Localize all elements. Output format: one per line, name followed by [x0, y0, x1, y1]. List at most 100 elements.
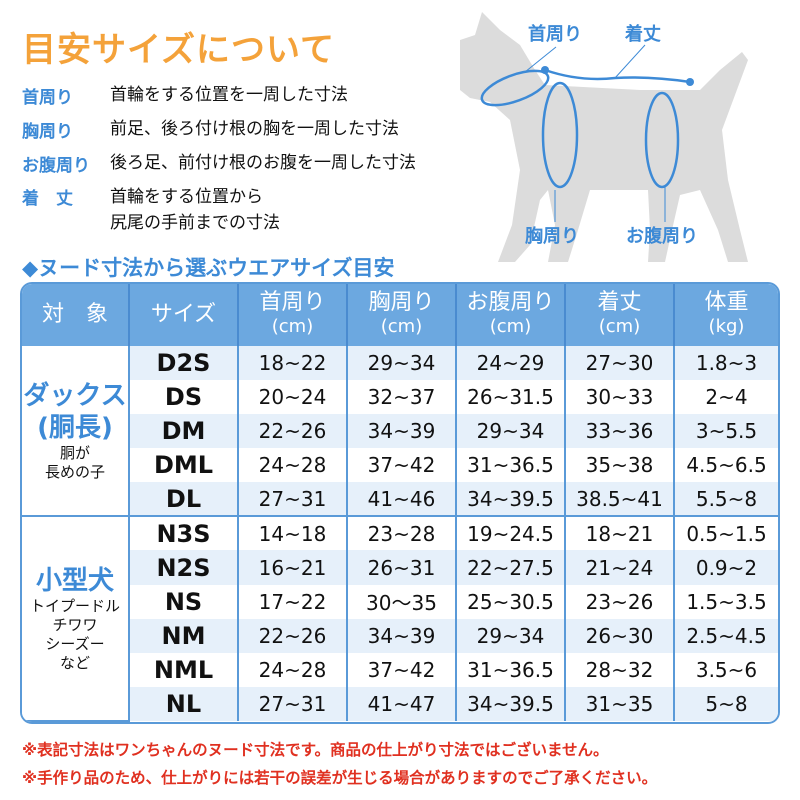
value-cell: 0.9~2 [674, 550, 778, 585]
value-cell: 34~39.5 [456, 482, 566, 517]
value-cell: 31~35 [565, 686, 675, 721]
value-cell: 26~31 [347, 550, 457, 585]
value-cell: 21~24 [565, 550, 675, 585]
column-header: 首周り (cm) [238, 284, 348, 346]
size-cell: DS [129, 380, 239, 415]
column-header: 対 象 [22, 284, 130, 346]
value-cell: 24~28 [238, 448, 348, 483]
size-cell: NM [129, 618, 239, 653]
value-cell: 20~24 [238, 380, 348, 415]
value-cell: 32~37 [347, 380, 457, 415]
column-header: 胸周り (cm) [347, 284, 457, 346]
value-cell: 26~31.5 [456, 380, 566, 415]
size-cell: NL [129, 686, 239, 721]
value-cell: 22~26 [238, 414, 348, 449]
size-cell: DML [129, 448, 239, 483]
table-row: ダックス (胴長) 胴が 長めの子 D2S 18~22 29~34 24~29 27~30 1.8… [22, 346, 778, 518]
table-subtitle: ◆ヌード寸法から選ぶウエアサイズ目安 [22, 256, 395, 280]
table-row: N2S 16~21 26~31 22~27.5 21~24 0.9~2 [22, 550, 778, 585]
value-cell: 30〜35 [347, 584, 457, 619]
value-cell: 37~42 [347, 448, 457, 483]
table-row: NM 22~26 34~39 29~34 26~30 2.5~4.5 [22, 618, 778, 653]
table-row: NS 17~22 30〜35 25~30.5 23~26 1.5~3.5 [22, 584, 778, 619]
table-row: DL 27~31 41~46 34~39.5 38.5~41 5.5~8 [22, 482, 778, 517]
value-cell: 0.5~1.5 [674, 515, 778, 551]
value-cell: 22~26 [238, 618, 348, 653]
value-cell: 31~36.5 [456, 652, 566, 687]
value-cell: 25~30.5 [456, 584, 566, 619]
definition-chest: 胸周り 前足、後ろ付け根の胸を一周した寸法 [22, 119, 399, 142]
value-cell: 27~30 [565, 346, 675, 381]
value-cell: 3.5~6 [695, 657, 758, 682]
chest-loop [541, 81, 579, 189]
column-header: お腹周り (cm) [456, 284, 566, 346]
label-neck: 首周り [528, 23, 582, 45]
value-cell: 34~39.5 [456, 686, 566, 721]
note-1: ※表記寸法はワンちゃんのヌード寸法です。商品の仕上がり寸法ではございません。 [22, 741, 609, 759]
value-cell: 24~29 [456, 346, 566, 381]
value-cell: 41~47 [347, 686, 457, 721]
table-row: DM 22~26 34~39 29~34 33~36 3~5.5 [22, 414, 778, 449]
value-cell: 29~34 [456, 618, 566, 653]
value-cell: 34~39 [347, 618, 457, 653]
note-2: ※手作り品のため、仕上がりには若干の誤差が生じる場合がありますのでご了承ください… [22, 769, 658, 787]
value-cell: 27~31 [238, 686, 348, 721]
value-cell: 27~31 [238, 482, 348, 517]
value-cell: 17~22 [238, 584, 348, 619]
dog-silhouette [460, 12, 748, 262]
value-cell: 26~30 [565, 618, 675, 653]
size-cell: N3S [129, 515, 239, 551]
label-length: 着丈 [624, 23, 661, 45]
table-row: NL 27~31 41~47 34~39.5 31~35 5~8 [22, 686, 778, 721]
size-table: 対 象サイズ 首周り (cm) 胸周り (cm) お腹周り (cm) 着丈 (cm) 体重 (kg)… [20, 282, 780, 724]
table-row: DS 20~24 32~37 26~31.5 30~33 2~4 [22, 380, 778, 415]
table-row: 小型犬 トイプードル チワワ シーズー など N3S 14~18 23~28 19~24.5 18… [22, 515, 778, 722]
neck-loop [480, 69, 550, 107]
belly-loop [644, 91, 680, 189]
size-cell: DM [129, 414, 239, 449]
column-header: 着丈 (cm) [565, 284, 675, 346]
definitions: 首周り 首輪をする位置を一周した寸法 胸周り 前足、後ろ付け根の胸を一周した寸法 お… [22, 78, 416, 240]
value-cell: 5~8 [674, 686, 778, 721]
value-cell: 34~39 [347, 414, 457, 449]
definition-belly: お腹周り 後ろ足、前付け根のお腹を一周した寸法 [22, 153, 416, 176]
value-cell: 28~32 [565, 652, 675, 687]
value-cell: 22~27.5 [456, 550, 566, 585]
value-cell: 30~33 [565, 380, 675, 415]
column-header: サイズ [129, 284, 239, 346]
table-row: DML 24~28 37~42 31~36.5 35~38 4.5~6.5 [22, 448, 778, 483]
value-cell: 29~34 [456, 414, 566, 449]
length-line [544, 68, 691, 84]
value-cell: 29~34 [347, 346, 457, 381]
value-cell: 2~4 [705, 385, 748, 410]
value-cell: 23~26 [565, 584, 675, 619]
page-title: 目安サイズについて [22, 30, 335, 70]
column-header: 体重 (kg) [674, 284, 778, 346]
label-belly: お腹周り [626, 225, 698, 247]
value-cell: 38.5~41 [565, 482, 675, 517]
value-cell: 1.8~3 [674, 346, 778, 381]
definition-neck: 首周り 首輪をする位置を一周した寸法 [22, 85, 348, 108]
dog-diagram: 首周り 着丈 胸周り お腹周り [460, 12, 748, 262]
value-cell: 41~46 [347, 482, 457, 517]
value-cell: 5.5~8 [674, 482, 778, 517]
value-cell: 18~22 [238, 346, 348, 381]
size-cell: NS [129, 584, 239, 619]
size-cell: N2S [129, 550, 239, 585]
value-cell: 23~28 [347, 515, 457, 551]
size-cell: NML [129, 652, 239, 687]
group-label: 小型犬 トイプードル チワワ シーズー など [22, 515, 130, 722]
group-label: ダックス (胴長) 胴が 長めの子 [22, 346, 130, 518]
value-cell: 3~5.5 [674, 414, 778, 449]
value-cell: 18~21 [565, 515, 675, 551]
size-cell: D2S [129, 346, 239, 381]
table-row: NML 24~28 37~42 31~36.5 28~32 3.5~6 [22, 652, 778, 687]
value-cell: 37~42 [347, 652, 457, 687]
value-cell: 1.5~3.5 [686, 589, 767, 614]
value-cell: 19~24.5 [456, 515, 566, 551]
value-cell: 14~18 [238, 515, 348, 551]
value-cell: 24~28 [238, 652, 348, 687]
value-cell: 35~38 [565, 448, 675, 483]
definition-length: 着 丈首輪をする位置から 尻尾の手前までの寸法 [22, 187, 280, 233]
size-cell: DL [129, 482, 239, 517]
